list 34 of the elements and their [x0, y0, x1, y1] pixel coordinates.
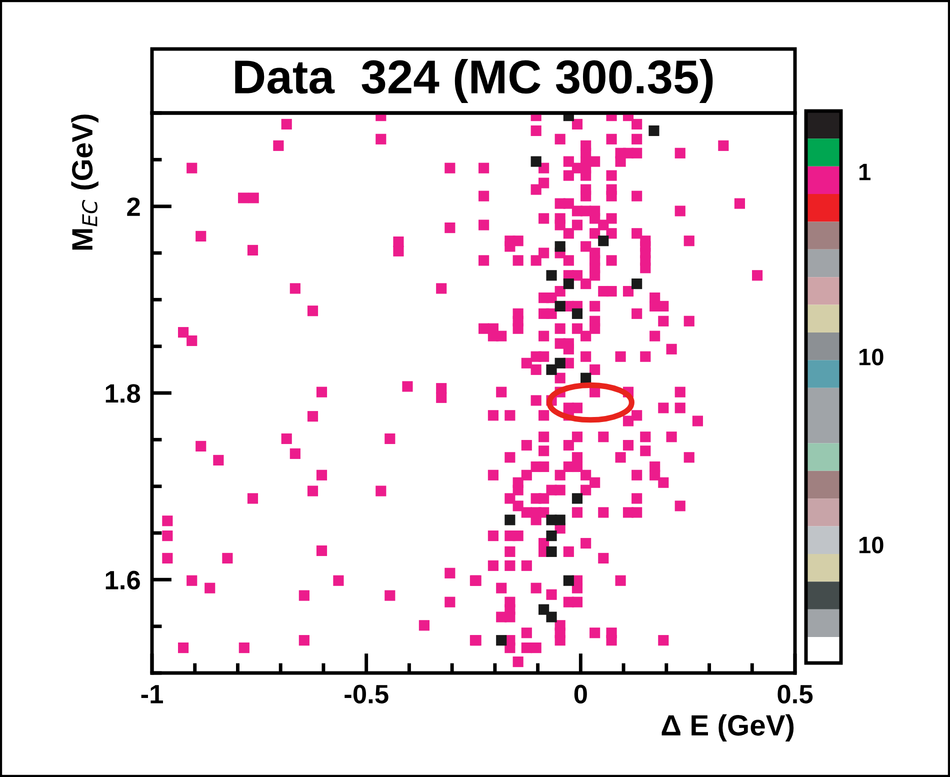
x-tick-label: -1 [141, 685, 163, 704]
text: 10 [859, 348, 884, 366]
point [496, 635, 507, 646]
point [572, 493, 583, 504]
point [632, 278, 642, 290]
chart-title: Data 324 (MC 300.35) [235, 58, 713, 104]
x-tick-label: 0 [574, 684, 587, 704]
point [554, 300, 566, 312]
point [554, 241, 566, 252]
x-axis-title: Δ E (GeV) [662, 714, 794, 742]
point [554, 514, 566, 526]
point [598, 236, 609, 246]
point [563, 278, 574, 290]
y-axis-title: M$_{EC}$ (GeV) [71, 114, 98, 250]
point [572, 308, 583, 319]
point [546, 530, 557, 542]
point [546, 612, 557, 622]
point [546, 270, 557, 281]
point [563, 575, 574, 586]
x-tick-label: -0.5 [344, 684, 388, 704]
y-tick-label: 1.8 [106, 384, 140, 403]
point [530, 156, 542, 167]
y-tick-label: 1.6 [106, 570, 140, 590]
x-tick-label: 0.5 [778, 684, 813, 704]
point [580, 372, 592, 384]
text: 10 [859, 536, 884, 554]
point [554, 358, 566, 368]
point [648, 125, 660, 136]
point [504, 514, 516, 526]
point [546, 364, 557, 375]
point [538, 604, 550, 615]
y-tick-label: 2 [127, 197, 140, 216]
text: 1 [859, 164, 870, 180]
point [546, 546, 557, 557]
